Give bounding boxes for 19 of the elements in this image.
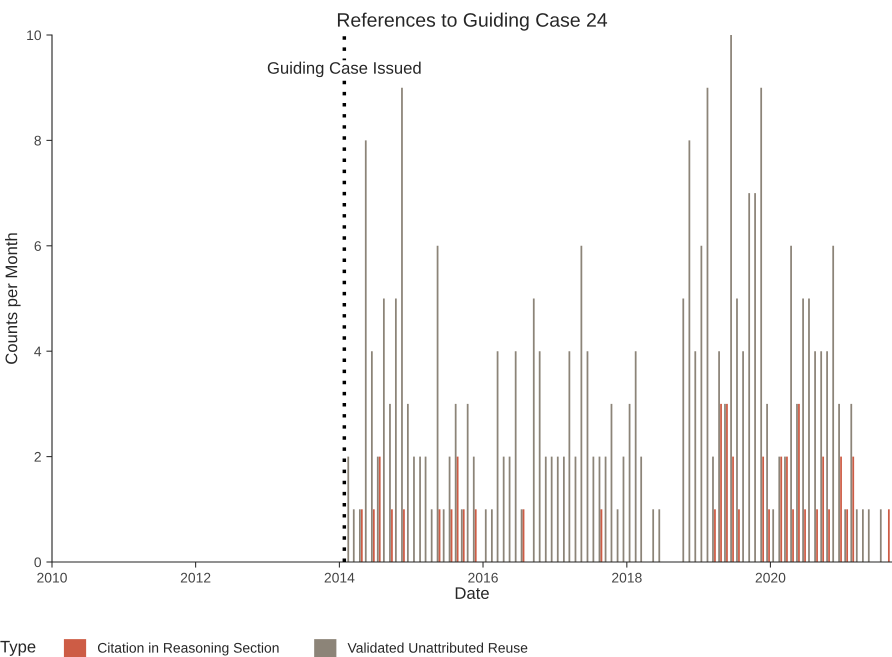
x-tick-label: 2018 bbox=[612, 572, 642, 583]
y-tick-label: 10 bbox=[27, 30, 42, 40]
x-tick-label: 2014 bbox=[324, 572, 354, 583]
ref-line-label: Guiding Case Issued bbox=[268, 62, 421, 78]
y-axis-title: Counts per Month bbox=[5, 233, 21, 364]
y-tick-label: 0 bbox=[34, 557, 42, 568]
x-tick-label: 2010 bbox=[37, 572, 67, 583]
x-tick-label: 2020 bbox=[756, 572, 786, 583]
legend-label: Citation in Reasoning Section bbox=[98, 642, 279, 656]
y-tick-label: 2 bbox=[34, 452, 41, 462]
x-tick-label: 2016 bbox=[468, 572, 498, 583]
x-tick-label: 2012 bbox=[180, 572, 210, 583]
y-tick-label: 6 bbox=[34, 241, 41, 251]
legend-title: Type bbox=[0, 640, 36, 656]
y-tick-label: 8 bbox=[34, 136, 41, 146]
y-tick-label: 4 bbox=[34, 346, 42, 356]
chart-title: References to Guiding Case 24 bbox=[338, 12, 608, 31]
x-axis-title: Date bbox=[456, 587, 489, 599]
legend-label: Validated Unattributed Reuse bbox=[348, 642, 528, 653]
